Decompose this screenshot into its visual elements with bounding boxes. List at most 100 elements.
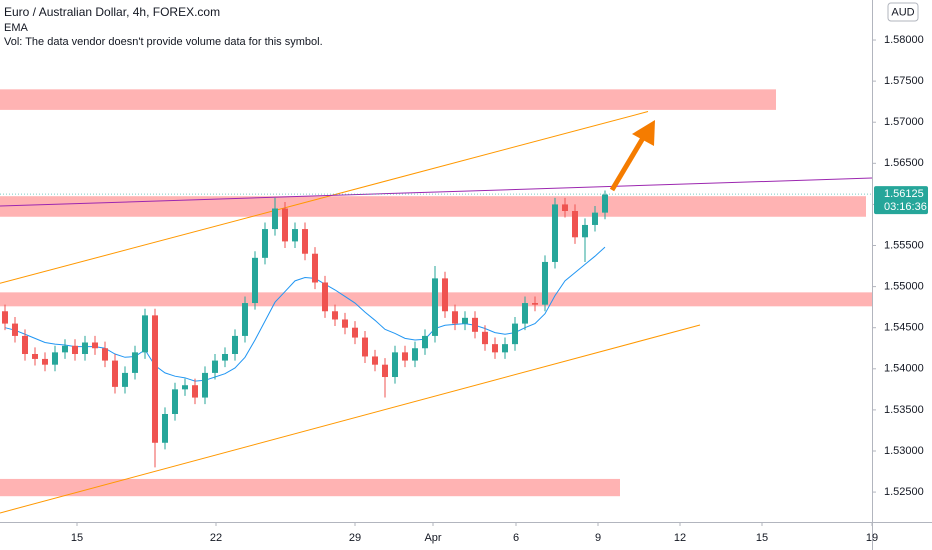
- y-tick-label: 1.57500: [884, 75, 924, 87]
- candle-body: [552, 204, 558, 262]
- candle-body: [232, 335, 238, 354]
- candle-body: [362, 337, 368, 357]
- candle-body: [92, 342, 98, 349]
- x-tick-label: Apr: [424, 532, 441, 544]
- candle-body: [442, 278, 448, 312]
- zone: [0, 196, 866, 217]
- volume-note: Vol: The data vendor doesn't provide vol…: [4, 36, 323, 48]
- currency-button[interactable]: [887, 2, 919, 22]
- arrow-head: [632, 120, 655, 146]
- candle-body: [272, 208, 278, 230]
- candle-body: [242, 303, 248, 336]
- candle-body: [562, 204, 568, 211]
- y-tick-label: 1.55000: [884, 281, 924, 293]
- chart-title: Euro / Australian Dollar, 4h, FOREX.com: [4, 5, 220, 19]
- zone: [0, 89, 776, 110]
- trend-line: [0, 324, 701, 514]
- candle-body: [352, 327, 358, 338]
- last-price-label: 1.56125: [884, 188, 924, 200]
- candle-body: [192, 385, 198, 398]
- candle-body: [62, 345, 68, 353]
- arrow-shaft: [609, 136, 646, 192]
- candle-body: [392, 352, 398, 378]
- candle-body: [42, 358, 48, 365]
- x-tick-label: 9: [595, 532, 601, 544]
- candle-body: [142, 315, 148, 353]
- candle-body: [462, 317, 468, 324]
- candle-body: [482, 331, 488, 345]
- trend-line: [0, 177, 873, 207]
- candle-body: [122, 372, 128, 387]
- candle-body: [602, 194, 608, 213]
- candle-body: [512, 323, 518, 345]
- candle-body: [502, 344, 508, 353]
- candle-body: [302, 229, 308, 254]
- y-tick-label: 1.53000: [884, 445, 924, 457]
- candle-body: [472, 317, 478, 332]
- candle-body: [312, 253, 318, 283]
- candle-body: [262, 229, 268, 258]
- currency-label[interactable]: AUD: [891, 6, 914, 18]
- x-tick-label: 15: [756, 532, 768, 544]
- x-tick-label: 15: [71, 532, 83, 544]
- candle-body: [572, 210, 578, 238]
- candle-body: [382, 364, 388, 378]
- candle-body: [132, 352, 138, 373]
- candle-body: [592, 212, 598, 225]
- candle-body: [532, 303, 538, 305]
- y-tick-label: 1.57000: [884, 116, 924, 128]
- candle-body: [182, 385, 188, 390]
- x-tick-label: 6: [513, 532, 519, 544]
- candle-body: [582, 224, 588, 238]
- candle-body: [282, 208, 288, 242]
- x-tick-label: 12: [674, 532, 686, 544]
- candle-body: [372, 356, 378, 365]
- y-tick-label: 1.54000: [884, 363, 924, 375]
- countdown-label: 03:16:36: [884, 201, 927, 213]
- y-tick-label: 1.53500: [884, 404, 924, 416]
- candle-body: [342, 319, 348, 328]
- candle-body: [212, 360, 218, 373]
- candle-body: [1, 311, 8, 324]
- y-tick-label: 1.52500: [884, 486, 924, 498]
- candle-body: [12, 323, 18, 336]
- candle-body: [422, 335, 428, 349]
- y-tick-label: 1.54500: [884, 322, 924, 334]
- candle-body: [412, 348, 418, 361]
- arrow: [609, 120, 655, 192]
- candle-body: [152, 315, 158, 443]
- candle-body: [162, 414, 168, 443]
- candle-body: [32, 354, 38, 359]
- x-tick-label: 22: [210, 532, 222, 544]
- candle-body: [542, 261, 548, 305]
- candle-body: [52, 352, 58, 365]
- candle-body: [82, 342, 88, 354]
- candle-body: [72, 345, 78, 354]
- candle-body: [202, 372, 208, 398]
- candle-body: [522, 303, 528, 324]
- candle-body: [22, 335, 28, 354]
- plot-area: [0, 89, 873, 514]
- y-tick-label: 1.55500: [884, 239, 924, 251]
- last-price-box: [874, 186, 928, 215]
- x-tick-label: 29: [349, 532, 361, 544]
- indicator-label: EMA: [4, 22, 29, 34]
- trend-line: [0, 111, 649, 284]
- candle-body: [112, 360, 118, 387]
- candle-body: [292, 229, 298, 242]
- candle-body: [102, 348, 108, 361]
- candle-body: [222, 354, 228, 361]
- candle-body: [492, 344, 498, 353]
- y-tick-label: 1.58000: [884, 34, 924, 46]
- zone: [0, 478, 620, 497]
- candle-body: [452, 311, 458, 324]
- candle-body: [172, 389, 178, 414]
- candle-body: [252, 257, 258, 304]
- candle-body: [432, 278, 438, 336]
- candle-body: [402, 352, 408, 361]
- candle-body: [332, 311, 338, 320]
- y-tick-label: 1.56500: [884, 157, 924, 169]
- x-tick-label: 19: [866, 532, 878, 544]
